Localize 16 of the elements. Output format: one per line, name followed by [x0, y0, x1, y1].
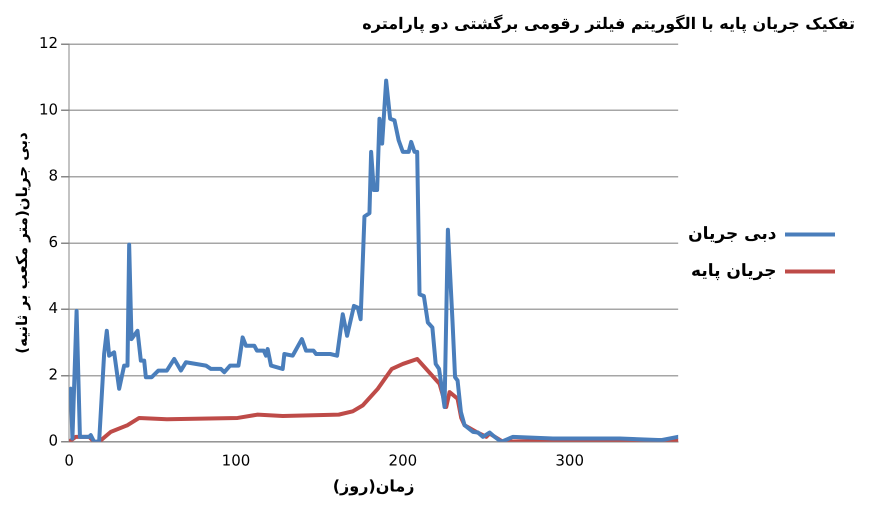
y-axis-title: دبی جریان(متر مکعب بر ثانیه)	[12, 132, 31, 354]
y-tick-label: 12	[38, 34, 58, 52]
x-axis-title: زمان(روز)	[332, 476, 415, 496]
y-tick-label: 2	[48, 365, 58, 384]
legend-label: جریان پایه	[691, 260, 776, 281]
x-tick-label: 0	[64, 452, 74, 470]
y-tick-label: 4	[48, 299, 58, 318]
x-tick-label: 100	[222, 452, 250, 470]
y-tick-label: 6	[48, 232, 58, 251]
y-tick-label: 8	[48, 166, 58, 185]
x-tick-label: 300	[555, 452, 584, 470]
legend-label: دبی جریان	[688, 224, 777, 244]
y-tick-label: 10	[38, 100, 58, 118]
y-tick-label: 0	[48, 432, 58, 450]
chart-title: تفکیک جریان پایه با الگوریتم فیلتر رقومی برگشتی دو پارامتره	[362, 14, 855, 33]
x-tick-label: 200	[388, 452, 418, 470]
